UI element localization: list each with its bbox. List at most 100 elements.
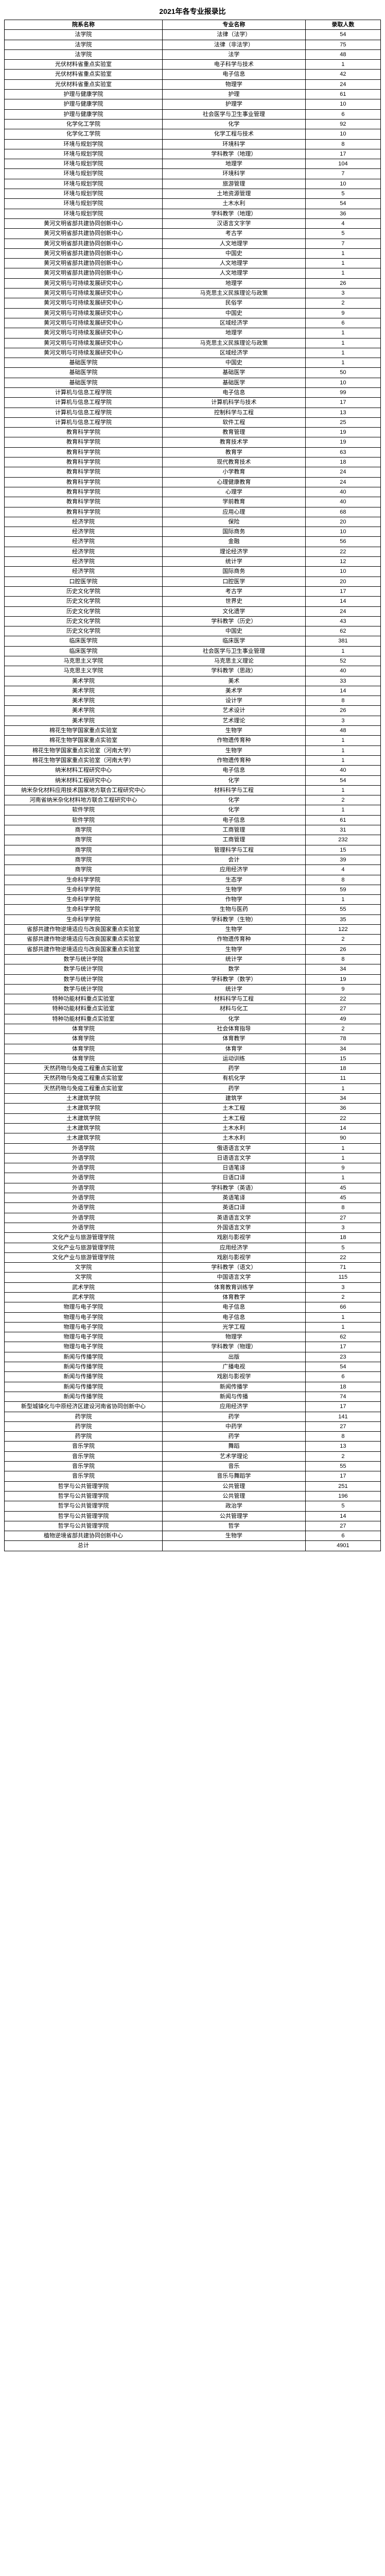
cell-dept: 新闻与传播学院	[5, 1382, 163, 1392]
table-row: 棉花生物学国家重点实验室（河南大学）生物学1	[5, 745, 381, 755]
cell-dept: 纳米材料工程研究中心	[5, 766, 163, 775]
table-row: 环境与规划学院环境科学7	[5, 169, 381, 179]
cell-dept: 环境与规划学院	[5, 149, 163, 159]
cell-major: 运动训练	[163, 1054, 306, 1063]
table-row: 黄河文明省部共建协同创新中心人文地理学7	[5, 239, 381, 248]
table-row: 土木建筑学院土木工程22	[5, 1113, 381, 1123]
cell-count: 36	[305, 1104, 380, 1113]
cell-count: 43	[305, 616, 380, 626]
cell-count: 1	[305, 60, 380, 70]
cell-count: 9	[305, 1163, 380, 1173]
table-row: 土木建筑学院土木水利90	[5, 1133, 381, 1143]
table-row: 黄河文明与可持续发展研究中心民俗学2	[5, 298, 381, 308]
cell-dept: 武术学院	[5, 1293, 163, 1302]
cell-dept: 经济学院	[5, 557, 163, 567]
table-row: 药学院药学8	[5, 1432, 381, 1442]
cell-count: 54	[305, 199, 380, 209]
table-row: 历史文化学院世界史14	[5, 597, 381, 606]
table-row: 新型城镇化与中原经济区建设河南省协同创新中心应用经济学17	[5, 1402, 381, 1412]
table-row: 药学院药学141	[5, 1412, 381, 1421]
cell-dept: 天然药物与免疫工程重点实验室	[5, 1074, 163, 1083]
cell-major: 生物学	[163, 1531, 306, 1541]
cell-count: 1	[305, 755, 380, 765]
cell-major: 世界史	[163, 597, 306, 606]
cell-dept: 新闻与传播学院	[5, 1352, 163, 1362]
cell-count: 1	[305, 1173, 380, 1183]
cell-count: 8	[305, 954, 380, 964]
cell-count: 11	[305, 1074, 380, 1083]
cell-dept: 数学与统计学院	[5, 964, 163, 974]
cell-dept: 省部共建作物逆境适应与改良国家重点实验室	[5, 944, 163, 954]
cell-dept: 外语学院	[5, 1193, 163, 1203]
table-row: 数学与统计学院数学34	[5, 964, 381, 974]
cell-major: 护理学	[163, 99, 306, 109]
page-title: 2021年各专业报录比	[4, 6, 381, 16]
cell-major: 应用经济学	[163, 865, 306, 875]
table-row: 光伏材料省重点实验室电子科学与技术1	[5, 60, 381, 70]
cell-major: 美术	[163, 676, 306, 686]
cell-dept: 美术学院	[5, 686, 163, 696]
cell-count: 17	[305, 1471, 380, 1481]
cell-major: 物理学	[163, 79, 306, 89]
table-row: 基础医学院基础医学10	[5, 378, 381, 387]
cell-major: 学科教学（语文）	[163, 1263, 306, 1273]
cell-major: 人文地理学	[163, 259, 306, 268]
cell-major: 日语口译	[163, 1173, 306, 1183]
cell-dept: 黄河文明与可持续发展研究中心	[5, 338, 163, 348]
cell-count: 10	[305, 378, 380, 387]
table-row: 经济学院金融56	[5, 537, 381, 547]
table-row: 外语学院英语语言文学27	[5, 1213, 381, 1223]
cell-dept: 黄河文明与可持续发展研究中心	[5, 278, 163, 288]
cell-count: 62	[305, 626, 380, 636]
col-major: 专业名称	[163, 20, 306, 30]
cell-count: 6	[305, 1372, 380, 1382]
cell-dept: 总计	[5, 1541, 163, 1551]
cell-dept: 棉花生物学国家重点实验室（河南大学）	[5, 745, 163, 755]
table-row: 教育科学学院教育学63	[5, 447, 381, 457]
cell-dept: 音乐学院	[5, 1471, 163, 1481]
cell-count: 3	[305, 716, 380, 725]
table-row: 美术学院艺术设计26	[5, 706, 381, 716]
cell-dept: 外语学院	[5, 1173, 163, 1183]
cell-count: 1	[305, 1312, 380, 1322]
table-row: 纳米材料工程研究中心化学54	[5, 775, 381, 785]
cell-dept: 黄河文明与可持续发展研究中心	[5, 328, 163, 338]
cell-major: 旅游管理	[163, 179, 306, 189]
cell-count: 17	[305, 1342, 380, 1352]
cell-dept: 体育学院	[5, 1034, 163, 1044]
cell-count: 48	[305, 49, 380, 59]
header-row: 院系名称 专业名称 录取人数	[5, 20, 381, 30]
cell-count: 18	[305, 1233, 380, 1243]
cell-dept: 外语学院	[5, 1223, 163, 1232]
table-row: 黄河文明与可持续发展研究中心地理学26	[5, 278, 381, 288]
cell-dept: 环境与规划学院	[5, 199, 163, 209]
cell-dept: 黄河文明省部共建协同创新中心	[5, 239, 163, 248]
cell-count: 1	[305, 348, 380, 358]
cell-major: 中国史	[163, 308, 306, 318]
cell-count: 1	[305, 268, 380, 278]
table-row: 经济学院统计学12	[5, 557, 381, 567]
cell-dept: 特种功能材料重点实验室	[5, 1004, 163, 1014]
table-row: 新闻与传播学院出版23	[5, 1352, 381, 1362]
cell-major: 出版	[163, 1352, 306, 1362]
table-row: 外语学院英语口译8	[5, 1203, 381, 1213]
cell-count: 13	[305, 1442, 380, 1451]
cell-count: 39	[305, 855, 380, 865]
cell-major: 英语语言文学	[163, 1213, 306, 1223]
table-row: 黄河文明与可持续发展研究中心马克思主义民族理论与政策1	[5, 338, 381, 348]
cell-count: 6	[305, 318, 380, 328]
table-row: 外语学院学科教学（英语）45	[5, 1183, 381, 1193]
cell-count: 141	[305, 1412, 380, 1421]
cell-dept: 外语学院	[5, 1213, 163, 1223]
cell-dept: 土木建筑学院	[5, 1123, 163, 1133]
cell-major: 环境科学	[163, 139, 306, 149]
cell-major: 社会体育指导	[163, 1024, 306, 1033]
table-row: 土木建筑学院建筑学34	[5, 1094, 381, 1104]
table-row: 商学院工商管理31	[5, 825, 381, 835]
table-row: 文化产业与旅游管理学院戏剧与影视学18	[5, 1233, 381, 1243]
cell-count: 5	[305, 1243, 380, 1252]
table-row: 总计4901	[5, 1541, 381, 1551]
cell-dept: 计算机与信息工程学院	[5, 417, 163, 427]
table-row: 美术学院美术学14	[5, 686, 381, 696]
cell-count: 22	[305, 547, 380, 556]
